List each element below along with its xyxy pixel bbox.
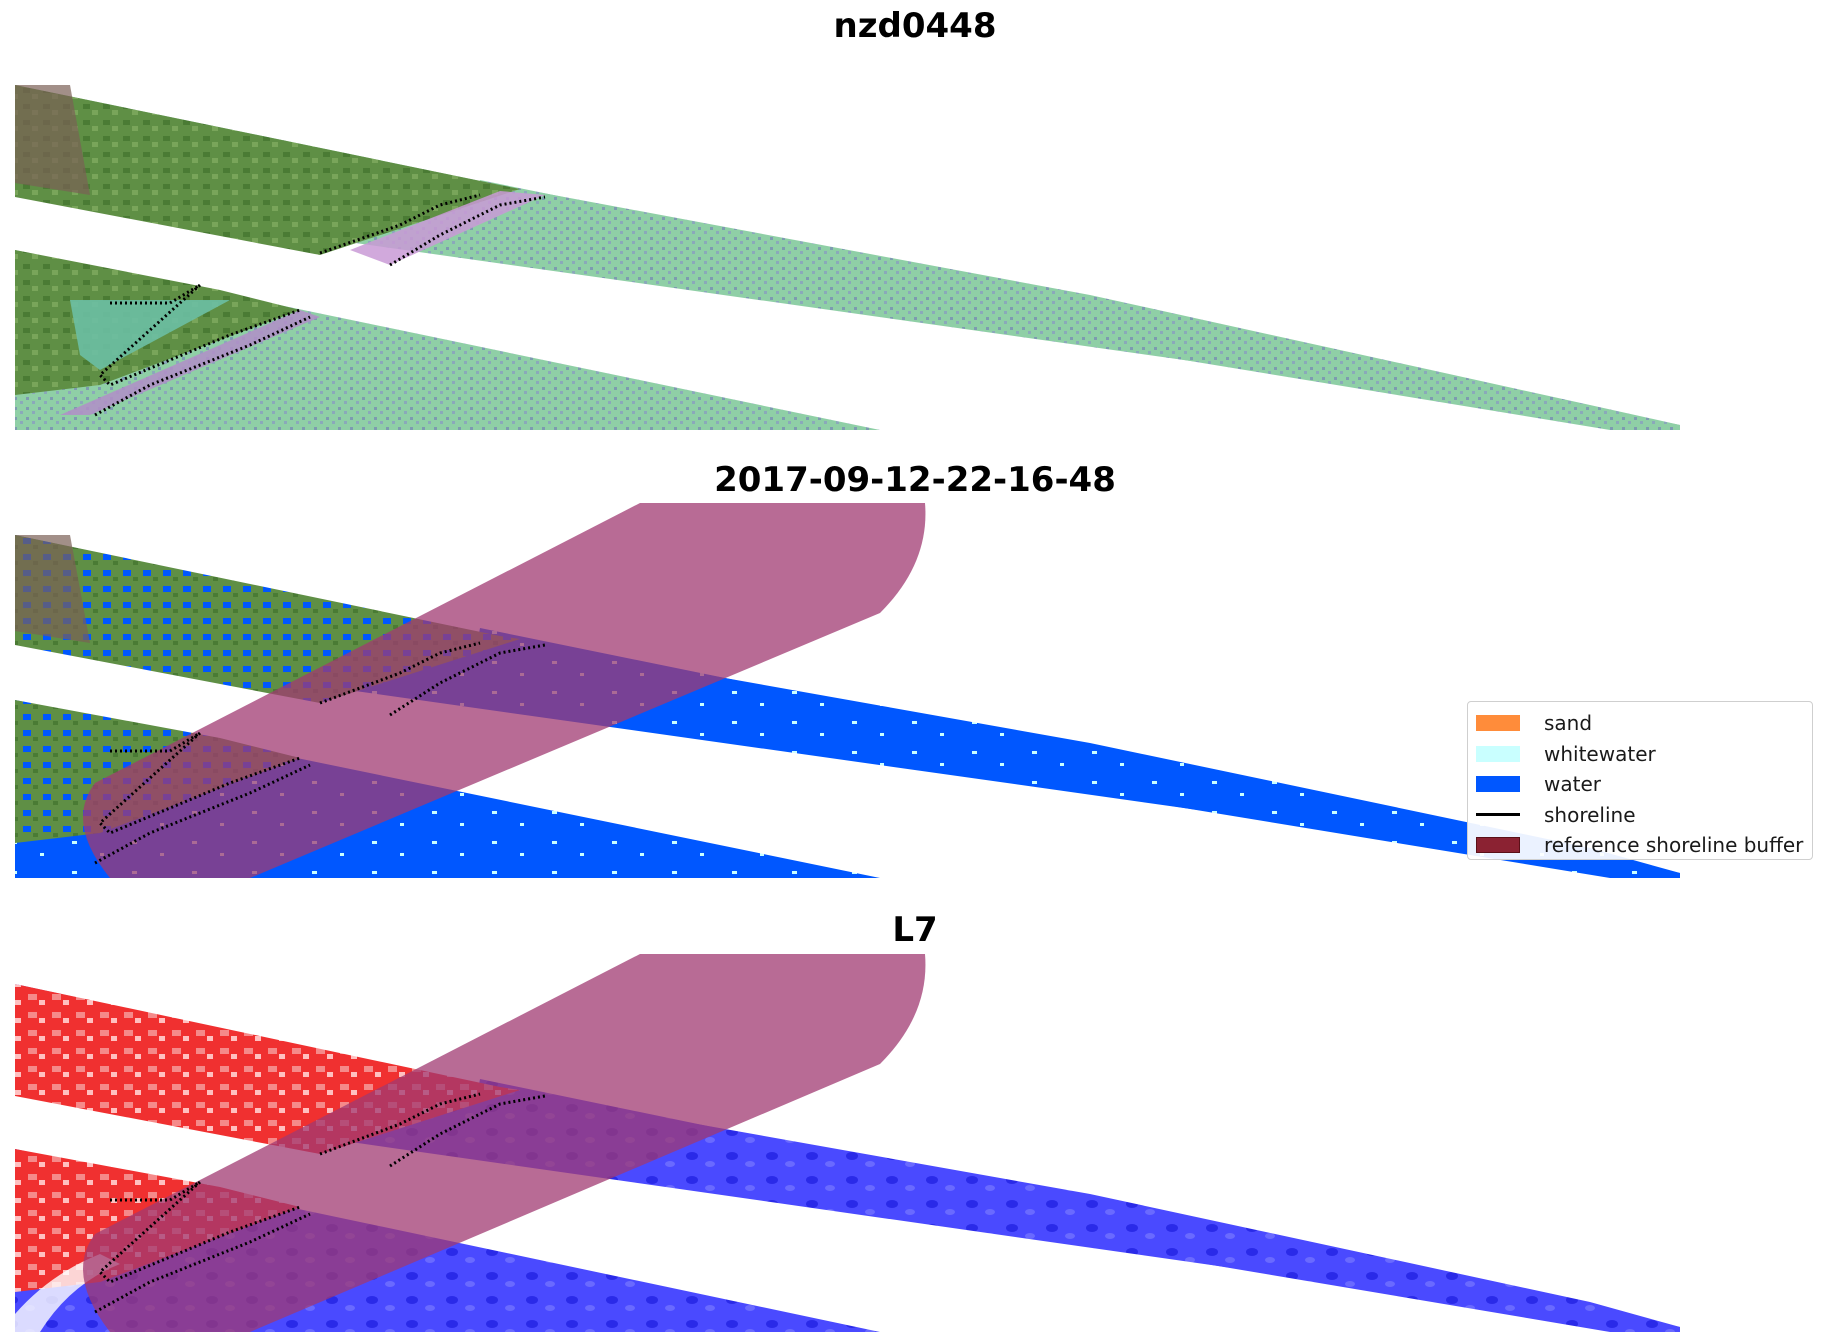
shoreline-lower-1 <box>97 283 301 387</box>
legend-item-sand: sand <box>1476 708 1804 739</box>
legend-item-water: water <box>1476 769 1804 800</box>
legend-label-water: water <box>1544 772 1601 797</box>
legend-swatch-whitewater <box>1476 745 1520 762</box>
title-rgb-panel: nzd0448 <box>833 6 997 46</box>
title-index-panel: L7 <box>892 910 938 950</box>
legend-label-whitewater: whitewater <box>1544 741 1656 766</box>
legend: sand whitewater water shoreline referenc… <box>1467 701 1813 860</box>
upper-strip-land <box>15 85 520 255</box>
legend-swatch-water <box>1476 776 1520 793</box>
legend-label-reference-buffer: reference shoreline buffer <box>1544 833 1804 858</box>
reference-shoreline-buffer <box>83 503 926 878</box>
legend-swatch-sand <box>1476 715 1520 732</box>
index-image-panel <box>15 954 1680 1332</box>
legend-label-sand: sand <box>1544 711 1593 736</box>
shoreline-upper-2 <box>389 195 546 267</box>
reference-shoreline-buffer-index <box>83 954 926 1332</box>
rgb-image-panel <box>15 85 1680 430</box>
shoreline-upper-1 <box>319 193 481 255</box>
title-classified-panel: 2017-09-12-22-16-48 <box>714 460 1116 500</box>
legend-line-shoreline <box>1476 813 1520 817</box>
legend-swatch-reference-buffer <box>1476 837 1520 854</box>
shoreline-lower-2 <box>94 315 311 417</box>
legend-item-shoreline: shoreline <box>1476 800 1804 831</box>
classified-image-panel <box>15 503 1680 878</box>
legend-label-shoreline: shoreline <box>1544 802 1636 827</box>
legend-item-whitewater: whitewater <box>1476 739 1804 770</box>
legend-item-reference-buffer: reference shoreline buffer <box>1476 830 1804 861</box>
